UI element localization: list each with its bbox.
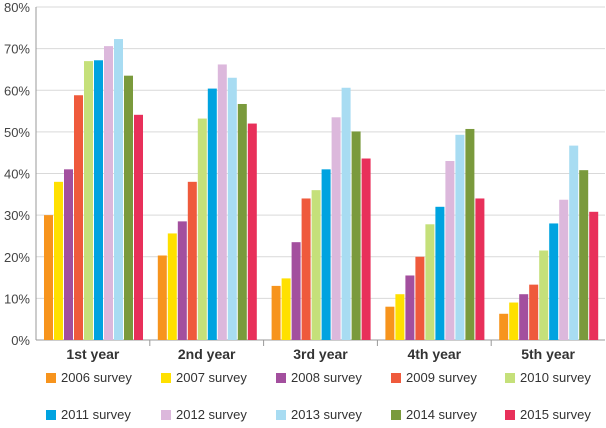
bar bbox=[311, 190, 321, 340]
bar bbox=[331, 117, 341, 341]
legend-label: 2007 survey bbox=[176, 370, 247, 385]
legend-swatch bbox=[391, 372, 401, 383]
legend-label: 2013 survey bbox=[291, 407, 362, 422]
bar bbox=[74, 95, 83, 341]
bar bbox=[455, 134, 465, 340]
y-tick-label: 50% bbox=[4, 125, 30, 140]
legend-label: 2010 survey bbox=[520, 370, 591, 385]
legend-swatch bbox=[276, 409, 286, 420]
bar bbox=[361, 158, 371, 340]
bar bbox=[237, 103, 247, 340]
bar bbox=[54, 181, 63, 340]
legend-swatch bbox=[46, 372, 56, 383]
bar bbox=[395, 294, 405, 340]
bar bbox=[341, 87, 351, 340]
bar bbox=[177, 221, 187, 340]
x-tick-label: 2nd year bbox=[178, 346, 236, 362]
legend-item: 2009 survey bbox=[391, 370, 477, 385]
legend-item: 2015 survey bbox=[505, 407, 591, 422]
bar bbox=[385, 306, 395, 340]
bar bbox=[167, 233, 177, 340]
y-tick-label: 70% bbox=[4, 42, 30, 57]
legend-item: 2012 survey bbox=[161, 407, 247, 422]
bar bbox=[124, 75, 133, 341]
bar bbox=[559, 199, 569, 340]
bar bbox=[405, 275, 415, 340]
y-tick-label: 60% bbox=[4, 83, 30, 98]
legend-label: 2012 survey bbox=[176, 407, 247, 422]
legend-swatch bbox=[161, 372, 171, 383]
bar bbox=[291, 242, 301, 340]
legend-swatch bbox=[505, 409, 515, 420]
bar bbox=[539, 250, 549, 340]
bar bbox=[321, 169, 331, 340]
x-tick-label: 5th year bbox=[521, 346, 575, 362]
legend-swatch bbox=[391, 409, 401, 420]
legend-item: 2006 survey bbox=[46, 370, 132, 385]
legend-swatch bbox=[161, 409, 171, 420]
bar bbox=[301, 198, 311, 340]
bar bbox=[84, 61, 93, 341]
legend-swatch bbox=[505, 372, 515, 383]
bar bbox=[589, 211, 599, 340]
x-tick-label: 3rd year bbox=[293, 346, 348, 362]
bar bbox=[217, 64, 227, 340]
legend-item: 2007 survey bbox=[161, 370, 247, 385]
bar bbox=[281, 278, 291, 340]
legend-swatch bbox=[46, 409, 56, 420]
bar bbox=[475, 198, 485, 340]
y-tick-label: 20% bbox=[4, 250, 30, 265]
bar bbox=[445, 161, 455, 340]
bar bbox=[351, 131, 361, 340]
y-tick-label: 10% bbox=[4, 291, 30, 306]
y-tick-label: 0% bbox=[11, 333, 30, 348]
bar bbox=[519, 294, 529, 340]
legend-label: 2006 survey bbox=[61, 370, 132, 385]
legend-item: 2010 survey bbox=[505, 370, 591, 385]
bar bbox=[499, 313, 509, 340]
legend-item: 2008 survey bbox=[276, 370, 362, 385]
bar bbox=[579, 170, 589, 340]
legend-label: 2014 survey bbox=[406, 407, 477, 422]
bar bbox=[114, 39, 123, 341]
legend-item: 2013 survey bbox=[276, 407, 362, 422]
bar bbox=[207, 88, 217, 341]
y-tick-label: 30% bbox=[4, 208, 30, 223]
bar bbox=[435, 206, 445, 340]
bar bbox=[134, 114, 143, 340]
legend-label: 2011 survey bbox=[61, 407, 131, 422]
bar bbox=[94, 60, 103, 340]
bar bbox=[549, 223, 559, 340]
legend-item: 2014 survey bbox=[391, 407, 477, 422]
bar bbox=[44, 215, 53, 340]
bar bbox=[247, 123, 257, 340]
bar bbox=[465, 128, 475, 340]
bar bbox=[64, 169, 73, 340]
y-tick-label: 80% bbox=[4, 0, 30, 15]
y-tick-label: 40% bbox=[4, 167, 30, 182]
bar bbox=[227, 77, 237, 340]
legend-label: 2009 survey bbox=[406, 370, 477, 385]
bar bbox=[415, 256, 425, 340]
bar bbox=[509, 302, 519, 340]
bar bbox=[271, 285, 281, 340]
x-tick-label: 1st year bbox=[66, 346, 119, 362]
legend-item: 2011 survey bbox=[46, 407, 131, 422]
bar bbox=[104, 46, 113, 340]
legend-swatch bbox=[276, 372, 286, 383]
legend-label: 2015 survey bbox=[520, 407, 591, 422]
bar bbox=[157, 255, 167, 340]
legend-label: 2008 survey bbox=[291, 370, 362, 385]
bar bbox=[197, 118, 207, 341]
bar bbox=[425, 224, 435, 340]
x-tick-label: 4th year bbox=[407, 346, 461, 362]
bar bbox=[187, 181, 197, 340]
bar bbox=[569, 145, 579, 340]
bar bbox=[529, 284, 539, 340]
